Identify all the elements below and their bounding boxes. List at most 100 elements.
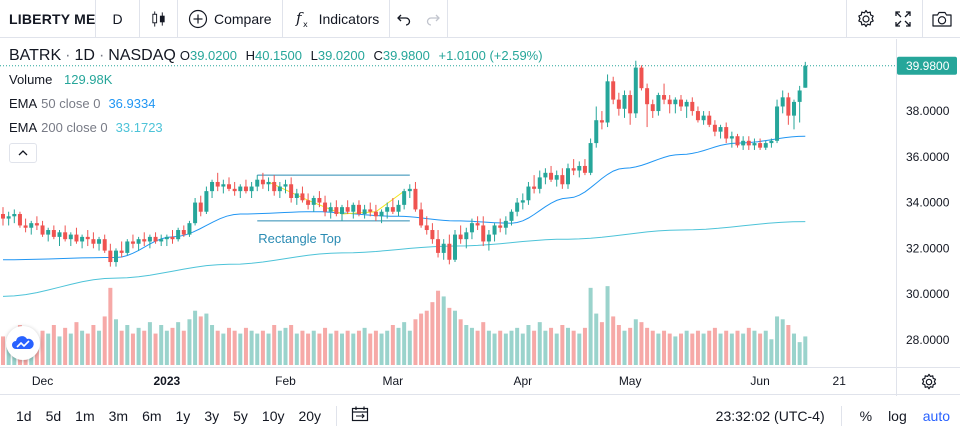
candle	[340, 204, 344, 221]
volume-label: Volume	[9, 72, 53, 87]
candle	[662, 83, 667, 105]
ema-200-name: EMA	[9, 120, 38, 135]
volume-bar	[142, 330, 147, 365]
timezone-clock[interactable]: 23:32:02 (UTC-4)	[715, 407, 825, 424]
time-axis-settings-button[interactable]	[920, 373, 938, 391]
compare-button[interactable]: Compare	[178, 0, 283, 38]
gear-icon	[921, 373, 937, 390]
price-axis[interactable]: 40.000038.000036.000034.000032.000030.00…	[906, 58, 950, 347]
volume-bar	[243, 327, 248, 365]
candle	[80, 234, 85, 249]
candle	[260, 172, 265, 189]
candle	[136, 236, 141, 251]
range-button-5d[interactable]: 5d	[45, 407, 62, 424]
time-tick-label: May	[619, 374, 642, 388]
chart-canvas[interactable]: Rectangle Top 40.000038.000036.000034.00…	[0, 39, 960, 367]
candle	[481, 216, 486, 247]
volume-bar	[153, 333, 158, 365]
price-tick-label: 36.0000	[906, 150, 950, 164]
volume-bar	[679, 333, 683, 365]
percent-scale-toggle[interactable]: %	[859, 407, 873, 424]
range-button-1y[interactable]: 1y	[175, 407, 191, 424]
settings-button[interactable]	[846, 0, 884, 38]
candle	[17, 211, 22, 228]
price-tick-label: 28.0000	[906, 333, 950, 347]
snapshot-button[interactable]	[922, 0, 960, 38]
collapse-legend-button[interactable]	[9, 143, 37, 163]
rectangle-top-pattern[interactable]: Rectangle Top	[257, 174, 410, 246]
range-button-5y[interactable]: 5y	[233, 407, 248, 424]
volume-bar	[130, 333, 135, 365]
volume-bar	[582, 327, 587, 365]
open-value: 39.0200	[189, 48, 237, 63]
candle	[566, 163, 570, 189]
volume-bar	[311, 330, 316, 365]
auto-scale-toggle[interactable]: auto	[922, 407, 950, 424]
ema-200-legend[interactable]: EMA 200 close 0 33.1723	[9, 116, 543, 140]
volume-bar	[306, 333, 311, 365]
brand-logo[interactable]	[6, 326, 40, 360]
volume-bar	[453, 310, 457, 365]
pattern-label[interactable]: Rectangle Top	[258, 231, 341, 246]
price-chart[interactable]: Rectangle Top 40.000038.000036.000034.00…	[0, 39, 960, 367]
legend-symbol[interactable]: BATRK	[9, 47, 62, 64]
volume-bar	[786, 325, 791, 365]
volume-bar	[289, 325, 294, 365]
ema-200-line	[2, 221, 806, 297]
candle	[718, 124, 723, 139]
candle	[475, 216, 480, 231]
camera-icon	[931, 11, 952, 27]
volume-bar	[51, 325, 56, 365]
fullscreen-button[interactable]	[884, 0, 922, 38]
volume-bar	[114, 319, 118, 365]
volume-bar	[746, 327, 751, 365]
symbol-search-button[interactable]: LIBERTY ME	[0, 0, 96, 38]
volume-bar	[526, 325, 531, 365]
redo-icon	[426, 14, 440, 26]
volume-bar	[317, 333, 322, 365]
range-button-1m[interactable]: 1m	[75, 407, 95, 424]
volume-bar	[792, 333, 796, 365]
candle	[102, 234, 107, 253]
candle	[283, 179, 288, 194]
volume-bar	[74, 322, 79, 365]
volume-bar	[537, 322, 542, 365]
volume-legend[interactable]: Volume 129.98K	[9, 68, 543, 92]
candle	[424, 216, 429, 235]
candle	[419, 202, 424, 228]
interval-button[interactable]: D	[96, 0, 140, 38]
volume-bar	[639, 322, 644, 365]
legend-separator: ·	[98, 47, 105, 64]
ema-50-legend[interactable]: EMA 50 close 0 36.9334	[9, 92, 543, 116]
volume-bar	[181, 330, 186, 365]
volume-bar	[170, 327, 175, 365]
undo-button[interactable]	[390, 0, 418, 38]
volume-bar	[424, 310, 429, 365]
volume-bar	[492, 333, 497, 365]
range-button-3m[interactable]: 3m	[108, 407, 129, 424]
chart-type-button[interactable]	[140, 0, 178, 38]
range-button-6m[interactable]: 6m	[142, 407, 162, 424]
range-button-1d[interactable]: 1d	[16, 407, 32, 424]
goto-date-button[interactable]	[345, 406, 375, 425]
candlestick-icon	[152, 10, 165, 27]
volume-bar	[227, 327, 231, 365]
candle	[215, 172, 220, 192]
volume-bar	[673, 336, 678, 365]
log-scale-toggle[interactable]: log	[888, 407, 907, 424]
volume-bar	[272, 325, 277, 365]
time-axis[interactable]: Dec 2023 Feb Mar Apr May Jun 21	[0, 367, 960, 396]
range-button-10y[interactable]: 10y	[261, 407, 285, 424]
volume-bar	[509, 330, 514, 365]
volume-bar	[458, 319, 463, 365]
redo-button[interactable]	[418, 0, 449, 38]
high-value: 40.1500	[254, 48, 302, 63]
range-button-20y[interactable]: 20y	[298, 407, 322, 424]
volume-bar	[46, 333, 51, 365]
candle	[667, 95, 672, 114]
candle	[633, 60, 638, 118]
volume-bar	[1, 336, 5, 365]
candle	[232, 181, 237, 196]
range-button-3y[interactable]: 3y	[204, 407, 220, 424]
